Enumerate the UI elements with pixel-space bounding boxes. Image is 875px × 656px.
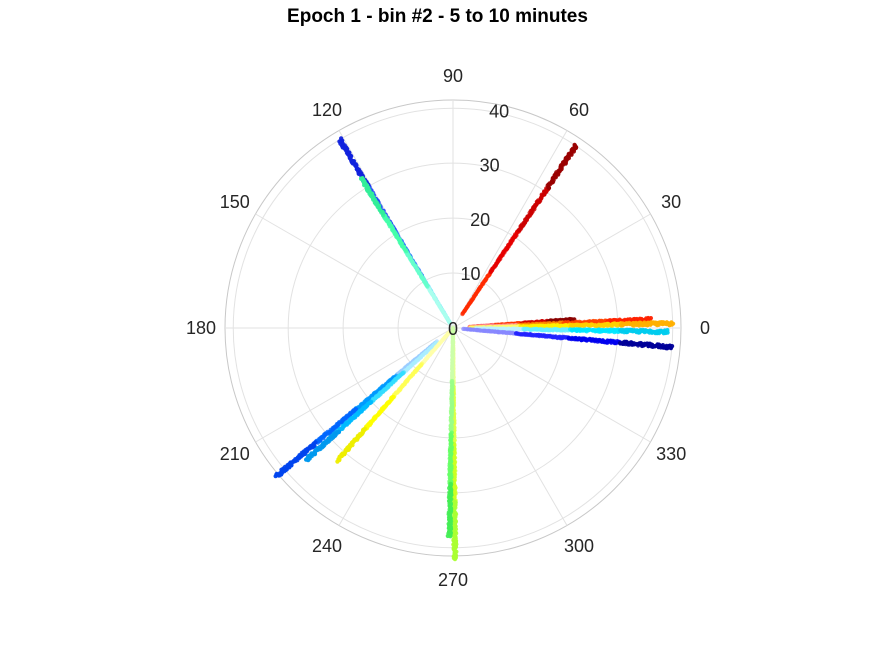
chart-title: Epoch 1 - bin #2 - 5 to 10 minutes [287, 6, 588, 27]
r-tick-label: 10 [460, 264, 480, 284]
data-point [671, 321, 676, 326]
theta-tick-label: 180 [186, 318, 216, 338]
data-point [304, 457, 309, 462]
grid-spoke [452, 130, 568, 329]
data-point [648, 316, 654, 321]
data-point [452, 557, 458, 562]
theta-tick-label: 120 [312, 100, 342, 120]
theta-tick-label: 90 [443, 66, 463, 86]
r-tick-label: 20 [470, 210, 490, 230]
data-point [335, 459, 340, 464]
theta-tick-label: 0 [700, 318, 710, 338]
r-tick-label: 40 [489, 102, 509, 122]
data-point [273, 474, 278, 479]
theta-tick-label: 300 [564, 536, 594, 556]
data-point [448, 534, 453, 539]
tick-labels: 0 30 60 90 120 150 180 210 240 270 300 330 0 10 20 30 40 [186, 66, 710, 590]
grid-spoke [452, 327, 651, 443]
theta-tick-label: 270 [438, 570, 468, 590]
theta-tick-label: 60 [569, 100, 589, 120]
grid-spoke [452, 327, 568, 526]
data-point [337, 139, 342, 144]
grid-spoke [255, 327, 454, 443]
theta-tick-label: 210 [220, 444, 250, 464]
data-point [572, 142, 577, 147]
grid-spoke [255, 213, 454, 329]
grid-spoke [452, 213, 651, 329]
data-marks [273, 136, 676, 562]
theta-tick-label: 150 [220, 192, 250, 212]
theta-tick-label: 240 [312, 536, 342, 556]
data-point [359, 176, 364, 181]
theta-tick-label: 330 [656, 444, 686, 464]
data-point [670, 344, 675, 349]
r-tick-label: 30 [480, 156, 500, 176]
data-point [665, 328, 670, 333]
theta-tick-label: 30 [661, 192, 681, 212]
data-point [339, 136, 344, 141]
grid-spoke [338, 327, 454, 526]
r-tick-label: 0 [448, 319, 458, 339]
